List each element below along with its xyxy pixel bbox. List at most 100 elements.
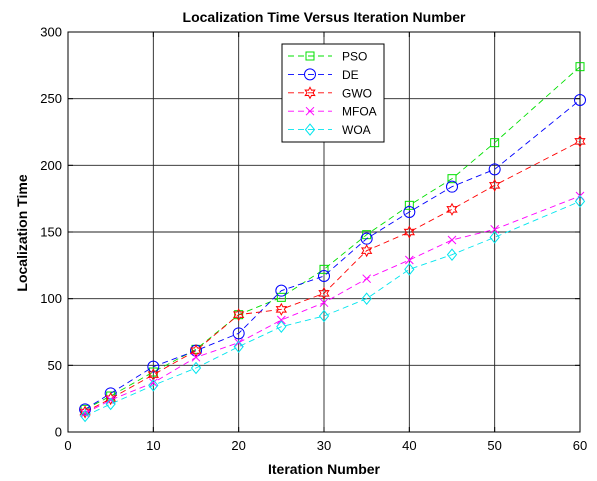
axes: 0 10 20 30 40 50 60 0 50 100 150 200 250 300 — [40, 25, 587, 454]
marker-shape — [488, 163, 501, 176]
data-point-woa — [574, 195, 586, 208]
marker-shape — [362, 274, 372, 284]
data-point-de — [147, 360, 160, 373]
marker-shape — [234, 310, 244, 320]
legend-marker — [304, 68, 316, 81]
legend-marker — [304, 86, 316, 100]
x-tick-label: 20 — [231, 438, 245, 453]
marker-shape — [404, 263, 415, 276]
marker-shape — [574, 94, 586, 106]
data-point-mfoa — [490, 224, 500, 234]
marker-shape — [148, 378, 158, 388]
legend-label: GWO — [342, 86, 372, 100]
marker-shape — [318, 270, 330, 282]
data-point-de — [488, 163, 501, 176]
data-point-woa — [79, 409, 91, 423]
legend-marker — [305, 51, 315, 61]
data-point-gwo — [318, 286, 330, 300]
marker-shape — [190, 361, 202, 375]
data-point-mfoa — [148, 378, 158, 388]
chart-title: Localization Time Versus Iteration Numbe… — [183, 9, 466, 25]
data-point-pso — [234, 310, 244, 320]
marker-shape — [232, 327, 245, 340]
data-point-woa — [105, 397, 116, 411]
series-de — [79, 94, 586, 416]
series-line-de — [84, 99, 581, 410]
data-point-woa — [489, 231, 500, 244]
marker-shape — [104, 392, 117, 406]
x-tick-label: 30 — [317, 438, 331, 453]
marker-shape — [106, 395, 116, 405]
marker-shape — [80, 408, 90, 418]
marker-shape — [79, 409, 91, 423]
data-point-mfoa — [362, 274, 372, 284]
marker-shape — [191, 352, 201, 362]
legend-item-mfoa: MFOA — [288, 105, 377, 119]
marker-shape — [276, 320, 287, 333]
marker-shape — [276, 292, 286, 302]
data-point-gwo — [79, 405, 91, 419]
data-point-pso — [404, 200, 414, 210]
data-point-gwo — [275, 302, 288, 316]
y-tick-label: 0 — [55, 425, 62, 440]
data-point-de — [446, 180, 458, 193]
y-tick-label: 100 — [40, 291, 62, 306]
legend-marker — [305, 106, 315, 116]
data-point-woa — [276, 320, 287, 333]
marker-shape — [304, 86, 316, 100]
data-point-woa — [190, 361, 202, 375]
data-point-de — [574, 94, 586, 106]
x-tick-label: 0 — [64, 438, 71, 453]
marker-shape — [232, 308, 245, 322]
y-axis-label: Localization Time — [14, 174, 30, 291]
series-woa — [79, 195, 586, 423]
marker-shape — [304, 123, 316, 136]
data-point-gwo — [446, 202, 458, 216]
legend-item-pso: PSO — [288, 50, 367, 64]
data-point-woa — [318, 309, 330, 323]
marker-shape — [574, 195, 586, 208]
legend-label: WOA — [342, 123, 371, 137]
marker-shape — [447, 174, 457, 184]
data-point-woa — [404, 263, 415, 276]
series-line-mfoa — [84, 195, 581, 414]
x-tick-label: 10 — [146, 438, 160, 453]
data-point-mfoa — [276, 315, 286, 325]
data-point-de — [232, 327, 245, 340]
marker-shape — [446, 248, 458, 261]
marker-shape — [105, 397, 116, 411]
data-point-pso — [490, 138, 500, 148]
marker-shape — [147, 360, 160, 373]
data-point-pso — [575, 62, 585, 72]
series-line-gwo — [84, 140, 581, 413]
series-gwo — [79, 134, 586, 419]
marker-shape — [79, 403, 92, 416]
marker-shape — [318, 309, 330, 323]
marker-shape — [574, 134, 586, 148]
marker-shape — [403, 225, 416, 239]
data-point-pso — [319, 264, 329, 274]
y-tick-label: 200 — [40, 158, 62, 173]
x-tick-label: 50 — [487, 438, 501, 453]
marker-shape — [489, 231, 500, 244]
x-axis-label: Iteration Number — [268, 461, 381, 477]
marker-shape — [404, 255, 414, 265]
data-point-gwo — [190, 344, 202, 358]
legend: PSO DE GWO MFOA WOA — [281, 43, 385, 143]
marker-shape — [305, 51, 315, 61]
marker-shape — [234, 338, 244, 348]
data-point-gwo — [232, 308, 245, 322]
data-point-mfoa — [404, 255, 414, 265]
y-tick-label: 150 — [40, 225, 62, 240]
legend-item-woa: WOA — [288, 123, 371, 137]
data-point-mfoa — [319, 298, 329, 308]
series-group — [79, 62, 586, 423]
marker-shape — [361, 292, 372, 305]
y-tick-label: 250 — [40, 91, 62, 106]
marker-shape — [488, 178, 501, 192]
legend-label: PSO — [342, 50, 367, 64]
data-point-de — [318, 270, 330, 282]
data-point-gwo — [104, 392, 117, 406]
marker-shape — [275, 284, 288, 297]
marker-shape — [446, 202, 458, 216]
